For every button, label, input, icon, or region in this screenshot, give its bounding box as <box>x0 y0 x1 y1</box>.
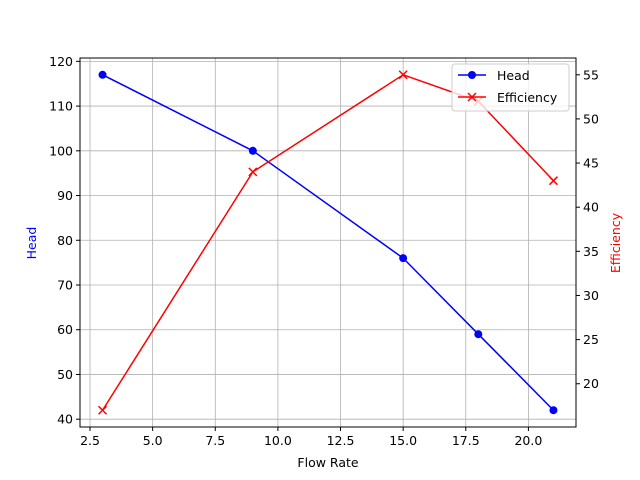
x-tick-label: 10.0 <box>264 433 292 448</box>
data-point-marker-icon <box>548 176 558 186</box>
y-tick-label: 90 <box>57 188 73 203</box>
x-axis-label: Flow Rate <box>297 455 358 470</box>
x-tick-label: 12.5 <box>327 433 355 448</box>
y2-tick-label: 40 <box>583 200 599 215</box>
y-tick-label: 110 <box>49 99 73 114</box>
y2-tick-label: 35 <box>583 244 599 259</box>
y-tick-label: 40 <box>57 412 73 427</box>
data-point-marker-icon <box>549 406 558 415</box>
data-point-marker-icon <box>248 146 257 155</box>
x-tick-label: 15.0 <box>389 433 417 448</box>
y2-tick-label: 45 <box>583 156 599 171</box>
y-axis-left-label: Head <box>24 227 39 260</box>
y-axis-right-ticks: 20 25 30 35 40 45 50 55 <box>576 67 599 391</box>
x-tick-label: 20.0 <box>514 433 542 448</box>
data-point-marker-icon <box>474 330 483 339</box>
legend-head-label: Head <box>497 68 530 83</box>
y2-tick-label: 20 <box>583 376 599 391</box>
legend: Head Efficiency <box>451 63 570 112</box>
y-tick-label: 70 <box>57 277 73 292</box>
x-tick-label: 5.0 <box>143 433 163 448</box>
y-axis-right-label: Efficiency <box>608 212 623 273</box>
data-point-marker-icon <box>98 405 108 415</box>
x-axis-ticks: 2.5 5.0 7.5 10.0 12.5 15.0 17.5 20.0 <box>80 427 542 448</box>
series-line-efficiency <box>101 73 554 411</box>
y2-tick-label: 50 <box>583 111 599 126</box>
y2-tick-label: 55 <box>583 67 599 82</box>
y-tick-label: 50 <box>57 367 73 382</box>
x-tick-label: 17.5 <box>452 433 480 448</box>
y-tick-label: 80 <box>57 233 73 248</box>
y2-tick-label: 30 <box>583 288 599 303</box>
x-tick-label: 2.5 <box>80 433 100 448</box>
y-tick-label: 100 <box>49 143 73 158</box>
data-point-marker-icon <box>98 70 107 79</box>
y2-tick-label: 25 <box>583 332 599 347</box>
data-point-marker-icon <box>399 254 408 263</box>
legend-efficiency-label: Efficiency <box>497 90 558 105</box>
series-line-head <box>102 74 554 411</box>
legend-efficiency-marker-icon <box>467 92 477 102</box>
data-point-marker-icon <box>398 70 408 80</box>
plot-frame <box>79 57 577 428</box>
x-tick-label: 7.5 <box>205 433 225 448</box>
y-tick-label: 60 <box>57 322 73 337</box>
y-axis-left-ticks: 40 50 60 70 80 90 100 110 120 <box>49 54 80 427</box>
data-point-marker-icon <box>248 167 258 177</box>
grid-lines <box>80 58 576 427</box>
y-tick-label: 120 <box>49 54 73 69</box>
legend-head-marker-icon <box>468 71 476 79</box>
series-lines <box>98 70 558 415</box>
